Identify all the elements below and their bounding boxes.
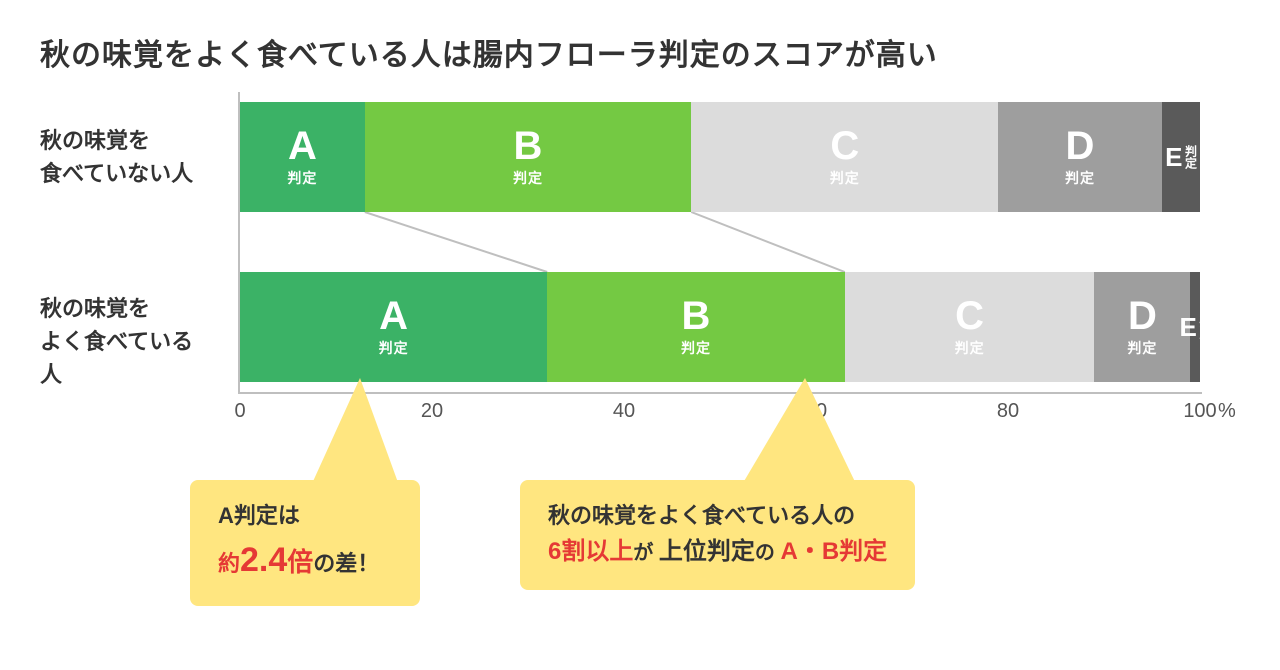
segment-letter: B	[514, 126, 543, 166]
segment-sublabel: 判定	[681, 338, 711, 358]
c2-b: が	[633, 542, 659, 564]
row-label-bottom: 秋の味覚をよく食べている人	[40, 292, 210, 391]
segment-C: C判定	[691, 102, 998, 212]
c1-bai: 倍	[287, 547, 313, 577]
c1-l1: A判定は	[218, 503, 300, 528]
connector-lines	[240, 212, 1200, 272]
segment-sublabel: 判定	[513, 168, 543, 188]
segment-letter: E	[1180, 314, 1197, 340]
segment-letter: E	[1165, 144, 1182, 170]
segment-sublabel: 判定	[287, 168, 317, 188]
x-tick: 80	[997, 400, 1019, 423]
segment-letter: B	[682, 296, 711, 336]
segment-letter: C	[830, 126, 859, 166]
row-label-top: 秋の味覚を食べていない人	[40, 124, 210, 190]
segment-sublabel: 判定	[1184, 145, 1196, 169]
c2-e: A・B判定	[780, 538, 887, 565]
callout-ab-majority: 秋の味覚をよく食べている人の 6割以上が 上位判定の A・B判定	[520, 480, 915, 590]
x-tick: 0	[234, 400, 245, 423]
segment-sublabel: 判定	[955, 338, 985, 358]
bar-row-not-eating: A判定B判定C判定D判定E判定	[240, 102, 1200, 212]
c1-sa: の差！	[313, 551, 379, 576]
segment-B: B判定	[365, 102, 691, 212]
segment-B: B判定	[547, 272, 845, 382]
x-axis-unit: %	[1218, 400, 1236, 423]
segment-letter: A	[379, 296, 408, 336]
segment-sublabel: 判定	[379, 338, 409, 358]
callout-2-pointer	[740, 378, 880, 488]
c2-d: の	[755, 542, 781, 564]
x-tick: 20	[421, 400, 443, 423]
callout-1-pointer	[300, 378, 420, 488]
segment-letter: D	[1066, 126, 1095, 166]
x-tick: 100	[1183, 400, 1216, 423]
c2-a: 6割以上	[548, 538, 633, 565]
segment-letter: C	[955, 296, 984, 336]
segment-sublabel: 判定	[1127, 338, 1157, 358]
segment-A: A判定	[240, 272, 547, 382]
segment-sublabel: 判定	[1065, 168, 1095, 188]
segment-letter: A	[288, 126, 317, 166]
bar-row-eating: A判定B判定C判定D判定E判定	[240, 272, 1200, 382]
c1-num: 2.4	[240, 541, 287, 579]
segment-D: D判定	[1094, 272, 1190, 382]
segment-A: A判定	[240, 102, 365, 212]
segment-sublabel: 判定	[1199, 315, 1211, 339]
c2-c: 上位判定	[659, 538, 755, 565]
c1-yaku: 約	[218, 551, 240, 576]
chart-area: 秋の味覚を食べていない人 秋の味覚をよく食べている人 A判定B判定C判定D判定E…	[40, 92, 1240, 432]
segment-D: D判定	[998, 102, 1161, 212]
segment-sublabel: 判定	[830, 168, 860, 188]
segment-C: C判定	[845, 272, 1095, 382]
callout-a-difference: A判定は 約2.4倍の差！	[190, 480, 420, 606]
segment-E: E判定	[1162, 102, 1200, 212]
chart-title: 秋の味覚をよく食べている人は腸内フローラ判定のスコアが高い	[40, 30, 1240, 74]
c2-l1: 秋の味覚をよく食べている人の	[548, 503, 855, 528]
x-tick: 40	[613, 400, 635, 423]
segment-E: E判定	[1190, 272, 1200, 382]
segment-letter: D	[1128, 296, 1157, 336]
plot-area: A判定B判定C判定D判定E判定 A判定B判定C判定D判定E判定	[240, 92, 1200, 394]
